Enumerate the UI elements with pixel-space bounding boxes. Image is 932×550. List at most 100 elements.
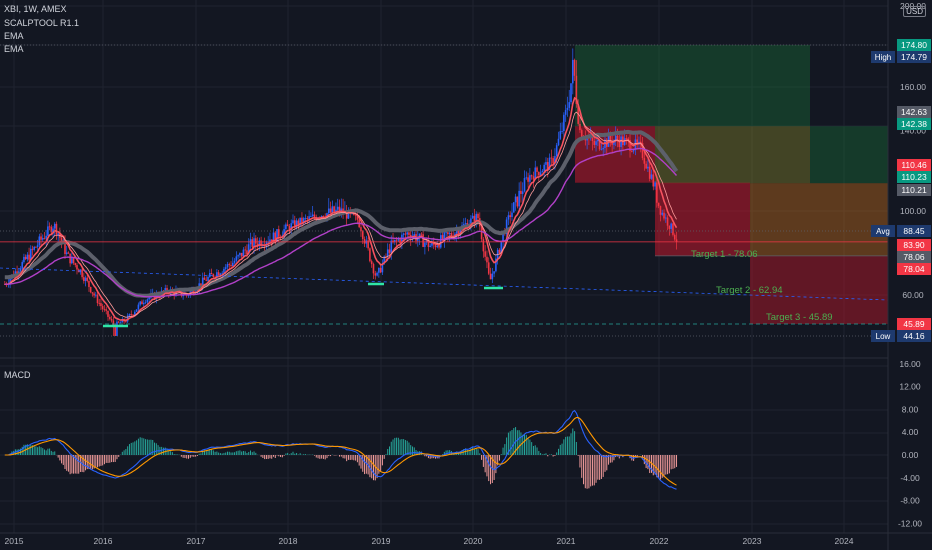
candle-body [447,232,449,235]
candle-body [139,301,141,305]
candle-body [545,162,547,165]
candle-body [413,234,416,236]
candle-body [543,164,545,171]
candle-body [247,244,250,255]
candle-body [598,139,601,150]
candle-body [625,138,628,140]
macd-tick: 0.00 [902,450,919,460]
candle-body [283,229,285,236]
price-tag-label: Low [876,332,891,341]
candle-body [269,239,271,242]
candle-body [29,248,32,260]
candle-body [74,263,77,266]
candle-body [326,213,328,218]
candle-body [96,294,99,304]
price-tag-label-bg [871,51,895,63]
candle-body [645,163,647,169]
target-label: Target 1 - 78.06 [691,249,758,260]
candle-body [495,258,497,272]
candle-body [237,255,239,257]
candle-body [570,83,572,103]
time-tick: 2016 [94,536,113,546]
candle-body [505,219,508,235]
candle-body [361,231,364,239]
candle-body [363,238,366,244]
candle-body [310,216,312,217]
candle-body [304,218,307,219]
candle-body [60,237,63,242]
loss-zone [655,182,750,256]
candle-body [16,271,18,275]
candle-body [448,232,451,235]
candle-body [455,230,458,234]
candle-body [251,239,254,247]
loss-zone [750,255,888,324]
candle-body [290,223,293,231]
candle-body [101,306,104,310]
candle-body [223,268,225,273]
candle-body [607,135,610,147]
candle-body [493,271,495,274]
candle-body [35,246,37,248]
candle-body [404,233,407,235]
candle-body [41,238,44,240]
candle-body [654,182,656,187]
macd-tick: 12.00 [899,382,921,392]
candle-body [431,243,433,246]
candle-body [207,276,209,281]
candle-body [539,172,542,176]
candle-body [372,264,375,274]
time-tick: 2021 [557,536,576,546]
candle-body [121,319,124,323]
candle-body [555,145,558,157]
candle-body [301,217,303,224]
price-tick: 160.00 [900,82,926,92]
candle-body [119,322,122,324]
candle-body [378,267,380,273]
price-tag-value: 78.04 [903,264,925,274]
candle-body [434,244,437,248]
candle-body [232,262,234,266]
candle-body [620,136,622,148]
candle-body [548,157,551,170]
candle-body [639,141,642,144]
candle-body [650,174,653,179]
candle-body [618,139,621,148]
candle-body [38,236,41,246]
currency-button[interactable]: USD [903,6,926,17]
candle-body [484,251,486,257]
candle-body [541,170,544,173]
candle-body [71,257,73,264]
candle-body [302,218,305,224]
candle-body [360,227,362,232]
candle-body [399,239,401,244]
candle-body [134,311,136,315]
candle-body [219,273,222,276]
candle-body [672,223,674,235]
macd-tick: -4.00 [900,473,920,483]
candle-body [406,232,408,235]
candle-body [632,149,635,152]
candle-body [313,214,316,218]
price-tag-value: 142.38 [901,119,927,129]
price-tag-value: 45.89 [903,319,925,329]
candle-body [233,260,236,263]
candle-body [463,224,465,226]
target-zone [575,45,810,127]
price-tag [897,239,931,251]
price-tag [897,171,931,183]
candle-body [217,272,220,276]
candle-body [354,214,357,216]
candle-body [593,141,596,145]
candle-body [19,268,22,272]
candle-body [83,277,85,282]
candle-body [561,130,563,132]
candle-body [338,206,341,213]
candle-body [322,215,325,218]
candle-body [286,224,289,227]
candle-body [52,228,54,233]
time-tick: 2020 [464,536,483,546]
candle-body [228,264,231,266]
candle-body [436,245,439,248]
